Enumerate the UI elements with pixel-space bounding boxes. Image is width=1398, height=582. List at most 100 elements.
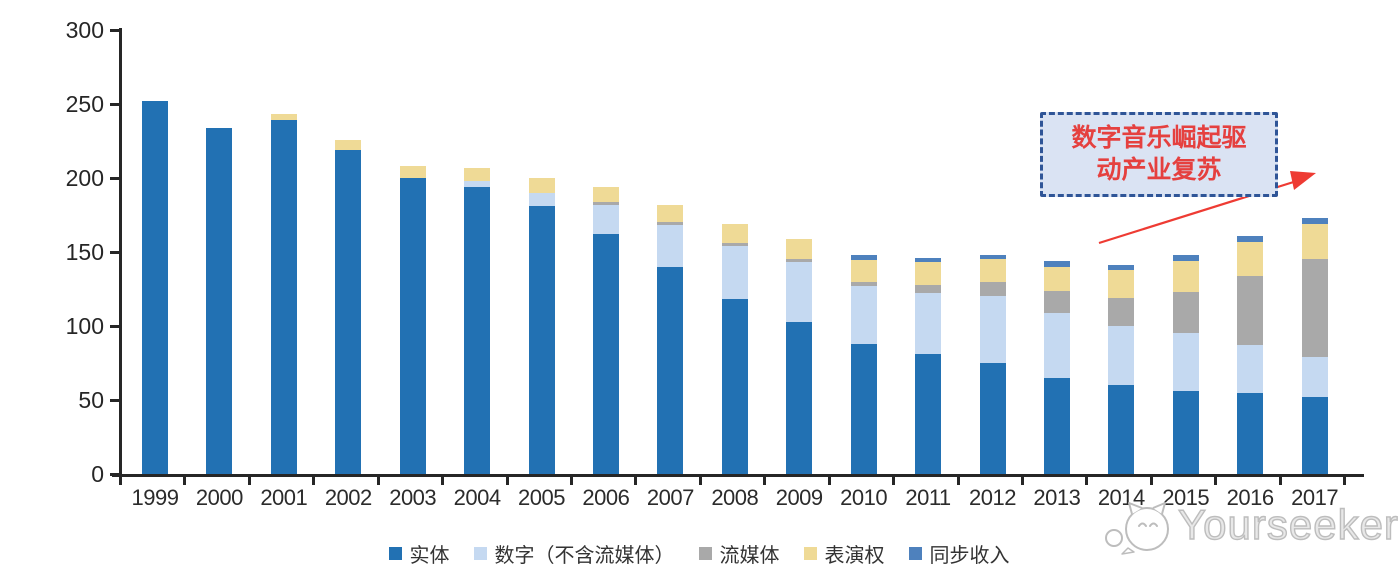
x-label-2011: 2011 xyxy=(905,485,951,510)
bar-2014-segment-同步收入 xyxy=(1108,265,1135,270)
bar-2010-segment-同步收入 xyxy=(850,255,877,260)
bar-2017-segment-流媒体 xyxy=(1301,259,1328,357)
bar-2010-segment-实体 xyxy=(850,343,877,474)
bar-2005-segment-表演权 xyxy=(528,178,555,193)
x-label-1999: 1999 xyxy=(131,485,179,510)
x-label-2000: 2000 xyxy=(195,485,243,510)
bar-2004-segment-表演权 xyxy=(464,167,491,182)
bar-2007 xyxy=(657,204,684,474)
bar-2014-segment-数字（不含流媒体） xyxy=(1108,326,1135,386)
x-tick-8 xyxy=(634,477,638,485)
bar-2016-segment-表演权 xyxy=(1237,241,1264,276)
bar-2013 xyxy=(1043,260,1070,474)
bar-2010-segment-表演权 xyxy=(850,259,877,282)
bar-2013-segment-流媒体 xyxy=(1043,290,1070,313)
bar-2001-segment-表演权 xyxy=(270,114,297,121)
legend-swatch-流媒体 xyxy=(698,547,712,560)
bar-2011-segment-流媒体 xyxy=(915,284,941,294)
legend-label-流媒体: 流媒体 xyxy=(719,545,780,567)
bar-2016 xyxy=(1237,235,1264,474)
y-axis-line xyxy=(119,28,122,477)
y-tick-label-50: 50 xyxy=(78,387,104,413)
bar-2005 xyxy=(528,178,555,474)
x-label-2006: 2006 xyxy=(582,485,630,510)
x-label-2003: 2003 xyxy=(389,485,437,510)
bar-2005-segment-数字（不含流媒体） xyxy=(528,192,555,207)
y-tick-150 xyxy=(110,251,120,254)
bar-2009-segment-流媒体 xyxy=(786,259,813,263)
bar-2009-segment-数字（不含流媒体） xyxy=(786,262,813,322)
bar-2006-segment-流媒体 xyxy=(592,201,619,205)
bar-2013-segment-表演权 xyxy=(1043,266,1070,291)
legend-swatch-同步收入 xyxy=(908,547,922,560)
bar-2007-segment-数字（不含流媒体） xyxy=(657,225,684,267)
bar-2011-segment-实体 xyxy=(915,354,941,474)
bar-2009-segment-表演权 xyxy=(786,238,813,260)
bar-2005-segment-实体 xyxy=(528,206,555,474)
bar-2001-segment-实体 xyxy=(270,120,297,474)
bar-2016-segment-实体 xyxy=(1237,392,1264,474)
bar-2008-segment-流媒体 xyxy=(721,243,748,247)
annotation-text-line1: 数字音乐崛起驱 xyxy=(1071,125,1247,153)
legend-label-实体: 实体 xyxy=(409,545,450,567)
bar-2006-segment-表演权 xyxy=(592,186,619,202)
bar-2010-segment-流媒体 xyxy=(850,281,877,287)
bar-2014-segment-实体 xyxy=(1108,385,1135,474)
bar-2016-segment-流媒体 xyxy=(1237,275,1264,346)
legend-label-数字（不含流媒体）: 数字（不含流媒体） xyxy=(494,545,675,567)
y-tick-300 xyxy=(110,29,120,32)
legend-item-数字（不含流媒体）: 数字（不含流媒体） xyxy=(473,539,675,568)
x-tick-13 xyxy=(956,477,960,485)
bar-2010 xyxy=(850,255,877,474)
x-tick-0 xyxy=(119,477,122,485)
x-tick-15 xyxy=(1085,477,1089,485)
x-label-2013: 2013 xyxy=(1033,485,1081,510)
legend-item-实体: 实体 xyxy=(388,539,450,568)
bar-2016-segment-数字（不含流媒体） xyxy=(1237,345,1264,393)
x-label-2008: 2008 xyxy=(711,485,759,510)
legend-label-表演权: 表演权 xyxy=(824,545,885,567)
bar-2013-segment-同步收入 xyxy=(1043,260,1070,267)
y-tick-label-100: 100 xyxy=(65,313,104,339)
bar-2013-segment-实体 xyxy=(1043,377,1070,474)
bar-2008-segment-实体 xyxy=(721,299,748,474)
bar-2003-segment-实体 xyxy=(399,178,426,474)
legend-item-同步收入: 同步收入 xyxy=(908,539,1010,568)
bar-2013-segment-数字（不含流媒体） xyxy=(1043,312,1070,378)
x-label-2002: 2002 xyxy=(324,485,372,510)
bar-2017-segment-同步收入 xyxy=(1301,217,1328,224)
x-label-2016: 2016 xyxy=(1226,485,1274,510)
legend-label-同步收入: 同步收入 xyxy=(929,545,1010,567)
legend-swatch-表演权 xyxy=(803,547,817,560)
y-tick-label-0: 0 xyxy=(91,461,104,487)
bar-2009 xyxy=(786,238,813,474)
bar-2007-segment-表演权 xyxy=(657,204,684,223)
x-tick-12 xyxy=(892,477,895,485)
x-label-2017: 2017 xyxy=(1291,485,1339,510)
bar-2012-segment-同步收入 xyxy=(979,255,1006,260)
x-tick-6 xyxy=(505,477,509,485)
x-tick-11 xyxy=(827,477,831,485)
x-tick-7 xyxy=(569,477,573,485)
bar-2006-segment-数字（不含流媒体） xyxy=(592,204,619,235)
bar-2014 xyxy=(1108,265,1135,474)
bar-2015-segment-表演权 xyxy=(1172,260,1199,293)
y-tick-250 xyxy=(110,103,120,106)
bar-2015-segment-数字（不含流媒体） xyxy=(1172,333,1199,392)
x-tick-18 xyxy=(1278,477,1282,485)
bar-2017-segment-实体 xyxy=(1301,397,1328,474)
x-tick-3 xyxy=(312,477,316,485)
x-label-2004: 2004 xyxy=(453,485,501,510)
bar-2012-segment-数字（不含流媒体） xyxy=(979,296,1006,363)
bar-1999-segment-实体 xyxy=(142,101,168,474)
annotation-callout: 数字音乐崛起驱 动产业复苏 xyxy=(1040,112,1278,197)
x-tick-2 xyxy=(247,477,251,485)
bar-2014-segment-表演权 xyxy=(1108,269,1135,298)
y-tick-0 xyxy=(110,473,120,476)
x-tick-5 xyxy=(441,477,445,485)
annotation-text-line2: 动产业复苏 xyxy=(1096,156,1222,184)
bar-2008-segment-数字（不含流媒体） xyxy=(721,246,748,300)
x-label-2012: 2012 xyxy=(969,485,1016,510)
bar-2002 xyxy=(335,139,362,474)
